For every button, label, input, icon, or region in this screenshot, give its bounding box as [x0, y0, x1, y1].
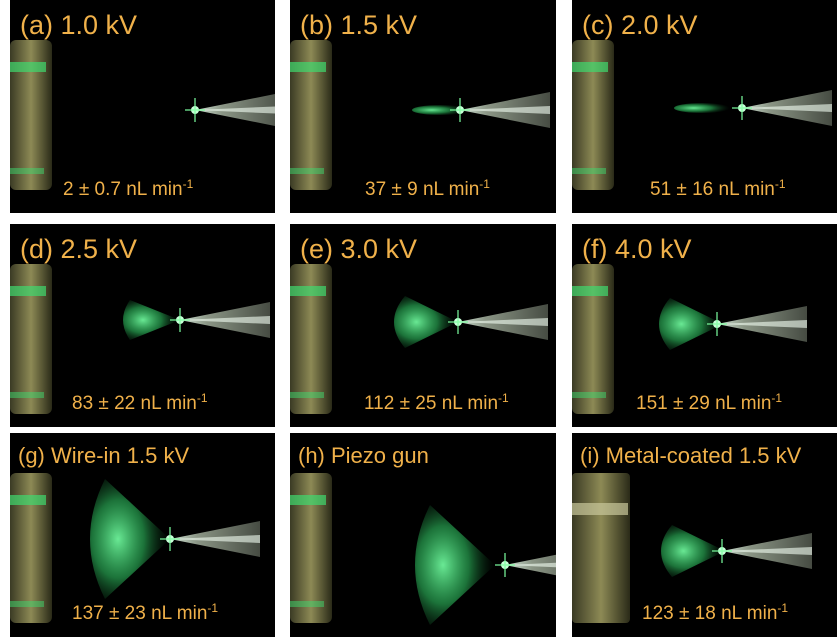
panel-c-label: (c) 2.0 kV: [582, 10, 698, 40]
panel-g-label: (g) Wire-in 1.5 kV: [18, 443, 190, 468]
panel-a-rate: 2 ± 0.7 nL min-1: [63, 177, 194, 200]
panel-e: (e) 3.0 kV 112 ± 25 nL min-1: [290, 224, 556, 427]
panel-h-label: (h) Piezo gun: [298, 443, 429, 468]
panel-f-rate: 151 ± 29 nL min-1: [636, 391, 783, 414]
panel-a: (a) 1.0 kV 2 ± 0.7 nL min-1: [10, 0, 275, 213]
panel-f: (f) 4.0 kV 151 ± 29 nL min-1: [572, 224, 837, 427]
panel-d: (d) 2.5 kV 83 ± 22 nL min-1: [10, 224, 275, 427]
panel-a-label: (a) 1.0 kV: [20, 10, 138, 40]
panel-i-rate: 123 ± 18 nL min-1: [642, 601, 789, 624]
panel-d-rate: 83 ± 22 nL min-1: [72, 391, 208, 414]
panel-e-rate: 112 ± 25 nL min-1: [364, 391, 509, 414]
panel-i: (i) Metal-coated 1.5 kV 123 ± 18 nL min-…: [572, 433, 837, 637]
panel-e-label: (e) 3.0 kV: [300, 234, 418, 264]
panel-c-rate: 51 ± 16 nL min-1: [650, 177, 786, 200]
panel-b: (b) 1.5 kV 37 ± 9 nL min-1: [290, 0, 556, 213]
panel-f-label: (f) 4.0 kV: [582, 234, 692, 264]
panel-h: (h) Piezo gun: [290, 433, 556, 637]
panel-b-rate: 37 ± 9 nL min-1: [365, 177, 490, 200]
panel-c: (c) 2.0 kV 51 ± 16 nL min-1: [572, 0, 837, 213]
panel-g-rate: 137 ± 23 nL min-1: [72, 601, 219, 624]
panel-d-label: (d) 2.5 kV: [20, 234, 138, 264]
panel-g: (g) Wire-in 1.5 kV 137 ± 23 nL min-1: [10, 433, 275, 637]
panel-b-label: (b) 1.5 kV: [300, 10, 418, 40]
panel-i-label: (i) Metal-coated 1.5 kV: [580, 443, 802, 468]
